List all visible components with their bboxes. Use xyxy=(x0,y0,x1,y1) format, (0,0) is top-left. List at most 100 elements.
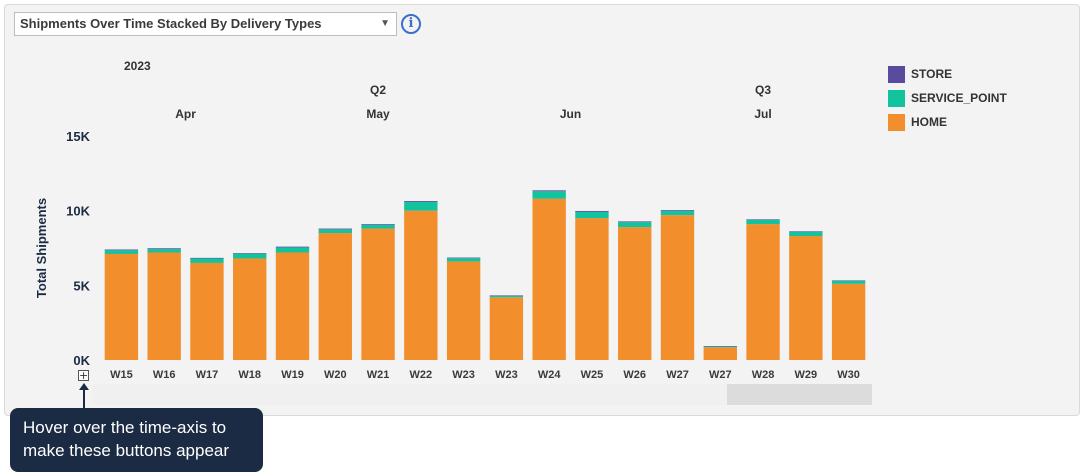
bar-segment-store[interactable] xyxy=(831,280,866,281)
axis-year-label[interactable]: 2023 xyxy=(124,59,151,73)
bar-segment-store[interactable] xyxy=(446,257,481,259)
bar-segment-service-point[interactable] xyxy=(233,253,267,259)
bar-segment-service-point[interactable] xyxy=(789,231,823,237)
bar-segment-store[interactable] xyxy=(703,346,737,347)
axis-quarter-label[interactable]: Q3 xyxy=(755,83,771,97)
axis-month-label[interactable]: Jul xyxy=(754,107,771,121)
x-tick-label[interactable]: W16 xyxy=(153,369,176,381)
bar-segment-service-point[interactable] xyxy=(703,346,737,348)
legend-label: STORE xyxy=(911,67,953,81)
bar-segment-service-point[interactable] xyxy=(275,247,310,253)
legend-swatch xyxy=(888,113,905,131)
bar-segment-service-point[interactable] xyxy=(618,222,652,228)
bar-segment-home[interactable] xyxy=(489,297,524,360)
x-tick-label[interactable]: W27 xyxy=(709,369,732,381)
bar-segment-store[interactable] xyxy=(618,221,652,223)
bar-segment-home[interactable] xyxy=(275,252,310,360)
bar-segment-home[interactable] xyxy=(618,227,652,360)
axis-month-label[interactable]: May xyxy=(366,107,390,121)
bar-segment-home[interactable] xyxy=(404,210,438,360)
bar-segment-store[interactable] xyxy=(233,253,267,254)
x-tick-label[interactable]: W24 xyxy=(538,369,562,381)
x-tick-label[interactable]: W27 xyxy=(666,369,689,381)
bar-segment-home[interactable] xyxy=(233,258,267,360)
bar-segment-service-point[interactable] xyxy=(361,224,395,229)
time-axis-scrollbar[interactable] xyxy=(92,384,872,405)
bar-segment-home[interactable] xyxy=(104,253,139,360)
axis-month-label[interactable]: Jun xyxy=(560,107,581,121)
bar-segment-service-point[interactable] xyxy=(318,229,352,234)
bar-segment-service-point[interactable] xyxy=(660,210,695,216)
x-tick-label[interactable]: W20 xyxy=(324,369,347,381)
y-tick-label: 5K xyxy=(73,278,90,293)
bar-segment-service-point[interactable] xyxy=(575,211,609,219)
bar-segment-store[interactable] xyxy=(489,295,524,296)
bar-segment-home[interactable] xyxy=(147,252,181,360)
info-icon[interactable]: i xyxy=(401,14,421,34)
y-tick-label: 10K xyxy=(66,204,90,219)
chart-type-select-value: Shipments Over Time Stacked By Delivery … xyxy=(20,16,322,31)
chevron-down-icon: ▼ xyxy=(380,18,390,29)
bar-segment-store[interactable] xyxy=(404,201,438,203)
bar-segment-home[interactable] xyxy=(660,215,695,360)
x-tick-label[interactable]: W17 xyxy=(196,369,219,381)
axis-month-label[interactable]: Apr xyxy=(175,107,196,121)
legend-item-service-point[interactable]: SERVICE_POINT xyxy=(888,86,1007,110)
bar-segment-service-point[interactable] xyxy=(489,295,524,298)
bar-segment-store[interactable] xyxy=(789,231,823,232)
x-tick-label[interactable]: W28 xyxy=(752,369,775,381)
bar-segment-store[interactable] xyxy=(575,210,609,212)
bar-segment-home[interactable] xyxy=(831,283,866,360)
plus-icon[interactable]: + xyxy=(78,369,89,382)
scrollbar-thumb[interactable] xyxy=(727,384,872,405)
bar-segment-home[interactable] xyxy=(190,262,224,360)
x-tick-label[interactable]: W19 xyxy=(281,369,304,381)
legend-label: HOME xyxy=(911,115,947,129)
bar-segment-home[interactable] xyxy=(446,261,481,360)
bar-segment-store[interactable] xyxy=(275,246,310,248)
x-tick-label[interactable]: W30 xyxy=(837,369,860,381)
bar-segment-store[interactable] xyxy=(361,224,395,225)
chart-type-select[interactable]: Shipments Over Time Stacked By Delivery … xyxy=(14,12,397,36)
bar-segment-home[interactable] xyxy=(703,347,737,360)
bar-segment-service-point[interactable] xyxy=(190,258,224,263)
bar-segment-home[interactable] xyxy=(746,224,780,360)
bar-segment-store[interactable] xyxy=(104,249,139,251)
bar-segment-store[interactable] xyxy=(746,219,780,220)
x-tick-label[interactable]: W21 xyxy=(367,369,390,381)
legend-item-home[interactable]: HOME xyxy=(888,110,1007,134)
x-tick-label[interactable]: W23 xyxy=(452,369,475,381)
x-tick-label[interactable]: W29 xyxy=(795,369,818,381)
axis-quarter-label[interactable]: Q2 xyxy=(370,83,386,97)
bar-segment-service-point[interactable] xyxy=(147,249,181,253)
bar-segment-service-point[interactable] xyxy=(104,250,139,254)
bar-segment-home[interactable] xyxy=(789,236,823,360)
hint-tooltip: Hover over the time-axis to make these b… xyxy=(10,408,263,472)
bar-segment-store[interactable] xyxy=(190,257,224,259)
bar-segment-home[interactable] xyxy=(575,218,609,360)
x-tick-label[interactable]: W22 xyxy=(410,369,433,381)
y-tick-label: 15K xyxy=(66,129,90,144)
legend-swatch xyxy=(888,89,905,107)
x-tick-label[interactable]: W23 xyxy=(495,369,518,381)
x-tick-label[interactable]: W25 xyxy=(581,369,604,381)
bar-segment-service-point[interactable] xyxy=(404,202,438,211)
legend-item-store[interactable]: STORE xyxy=(888,62,1007,86)
bar-segment-service-point[interactable] xyxy=(532,191,566,199)
bar-segment-home[interactable] xyxy=(532,198,566,360)
x-tick-label[interactable]: W26 xyxy=(623,369,646,381)
bar-segment-service-point[interactable] xyxy=(446,258,481,262)
y-tick-label: 0K xyxy=(73,353,90,368)
bar-segment-service-point[interactable] xyxy=(746,219,780,225)
bar-segment-store[interactable] xyxy=(660,210,695,211)
x-tick-label[interactable]: W18 xyxy=(238,369,261,381)
x-tick-label[interactable]: W15 xyxy=(110,369,133,381)
bar-segment-service-point[interactable] xyxy=(831,280,866,284)
pointer-line xyxy=(83,386,85,408)
bar-segment-home[interactable] xyxy=(361,228,395,360)
bar-segment-store[interactable] xyxy=(318,228,352,230)
bar-segment-store[interactable] xyxy=(147,248,181,250)
bar-segment-home[interactable] xyxy=(318,233,352,360)
bar-segment-store[interactable] xyxy=(532,190,566,192)
